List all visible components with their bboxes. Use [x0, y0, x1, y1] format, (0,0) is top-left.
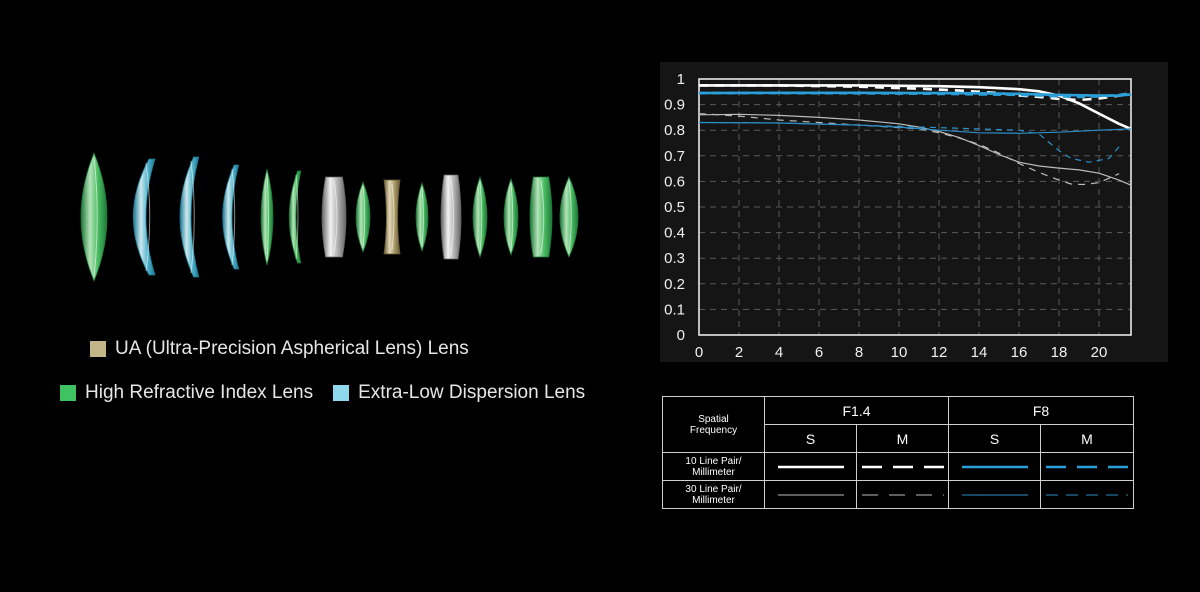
x-tick-label: 2 [735, 344, 743, 361]
y-tick-label: 0.3 [664, 250, 685, 267]
ua-swatch [90, 341, 106, 357]
sample-f8-s-10 [948, 452, 1042, 481]
lens-element-hri [260, 168, 274, 266]
mtf-chart-panel: 1 0.9 0.8 0.7 0.6 0.5 0.4 0.3 0.2 0.1 0 0 2 4 6 8 10 12 14… [660, 62, 1168, 362]
table-header-row: Spatial Frequency F1.4 F8 [662, 396, 1135, 453]
x-tick-label: 4 [775, 344, 783, 361]
row-10lp-label: 10 Line Pair/ Millimeter [662, 452, 765, 481]
ed-legend-label: Extra-Low Dispersion Lens [358, 382, 586, 403]
series-line [698, 113, 1132, 186]
hri-swatch [60, 385, 76, 401]
y-tick-label: 0 [677, 327, 685, 344]
lens-element-ed [132, 158, 156, 276]
sample-f8-m-30 [1040, 480, 1135, 509]
series-line [698, 121, 1120, 163]
lens-element-ed [179, 156, 200, 278]
x-tick-label: 20 [1091, 344, 1108, 361]
f8-s-header: S [948, 424, 1042, 453]
y-tick-label: 0.8 [664, 122, 685, 139]
sample-f14-s-30 [764, 480, 857, 509]
x-tick-label: 0 [695, 344, 703, 361]
y-tick-label: 0.2 [664, 276, 685, 293]
mtf-legend-table: Spatial Frequency F1.4 F8 S M S M 10 Lin… [662, 396, 1135, 509]
lens-element-normal [321, 176, 347, 258]
lens-element-hri [529, 176, 553, 258]
chart-grid [699, 79, 1131, 335]
f14-s-header: S [764, 424, 857, 453]
row-30lp-label: 30 Line Pair/ Millimeter [662, 480, 765, 509]
sample-f8-s-30 [948, 480, 1042, 509]
y-tick-label: 1 [677, 71, 685, 88]
x-axis-ticks: 0 2 4 6 8 10 12 14 16 18 20 [695, 344, 1108, 361]
series-line [698, 113, 1120, 186]
table-row-30lp: 30 Line Pair/ Millimeter [662, 480, 1135, 509]
lens-element-ed [222, 164, 240, 270]
table-row-10lp: 10 Line Pair/ Millimeter [662, 452, 1135, 481]
series-line [698, 121, 1132, 134]
spatial-frequency-header: Spatial Frequency [662, 396, 765, 453]
lens-element-normal [440, 174, 462, 260]
y-tick-label: 0.7 [664, 148, 685, 165]
sample-f14-s-10 [764, 452, 857, 481]
lens-element-hri [80, 151, 108, 283]
y-tick-label: 0.4 [664, 225, 685, 242]
legend-row-hri-ed: High Refractive Index Lens Extra-Low Dis… [60, 382, 585, 404]
sample-f14-m-10 [855, 452, 950, 481]
f8-m-header: M [1040, 424, 1135, 453]
plot-frame [698, 78, 1132, 336]
ed-swatch [333, 385, 350, 401]
series-lines [698, 84, 1132, 186]
ua-legend-label: UA (Ultra-Precision Aspherical Lens) Len… [115, 338, 469, 359]
f14-header: F1.4 [763, 396, 950, 425]
y-tick-label: 0.5 [664, 199, 685, 216]
hri-legend-label: High Refractive Index Lens [85, 382, 314, 403]
lens-element-hri [415, 181, 429, 253]
x-tick-label: 16 [1011, 344, 1028, 361]
y-tick-label: 0.6 [664, 173, 685, 190]
f8-header: F8 [948, 396, 1135, 425]
lens-element-hri [559, 176, 579, 258]
lens-element-hri [288, 170, 302, 264]
lens-element-hri [503, 177, 519, 257]
legend-item-ed: Extra-Low Dispersion Lens [333, 382, 585, 404]
x-tick-label: 14 [971, 344, 988, 361]
mtf-chart: 1 0.9 0.8 0.7 0.6 0.5 0.4 0.3 0.2 0.1 00 2 4 6 8 10 12 14… [664, 71, 1132, 361]
x-tick-label: 10 [891, 344, 908, 361]
y-tick-label: 0.1 [664, 301, 685, 318]
lens-element-ua [383, 179, 401, 255]
lens-element-diagram [80, 151, 579, 283]
series-line [699, 91, 1132, 99]
sample-f8-m-10 [1040, 452, 1135, 481]
y-tick-label: 0.9 [664, 97, 685, 114]
lens-element-hri [355, 180, 371, 254]
lens-element-hri [472, 175, 488, 259]
sample-f14-m-30 [855, 480, 950, 509]
series-line [699, 84, 1132, 102]
x-tick-label: 12 [931, 344, 948, 361]
y-axis-ticks: 1 0.9 0.8 0.7 0.6 0.5 0.4 0.3 0.2 0.1 0 [664, 71, 685, 344]
x-tick-label: 18 [1051, 344, 1068, 361]
legend-item-hri: High Refractive Index Lens [60, 382, 313, 404]
x-tick-label: 6 [815, 344, 823, 361]
x-tick-label: 8 [855, 344, 863, 361]
legend-row-ua: UA (Ultra-Precision Aspherical Lens) Len… [90, 338, 469, 360]
f14-m-header: M [855, 424, 950, 453]
